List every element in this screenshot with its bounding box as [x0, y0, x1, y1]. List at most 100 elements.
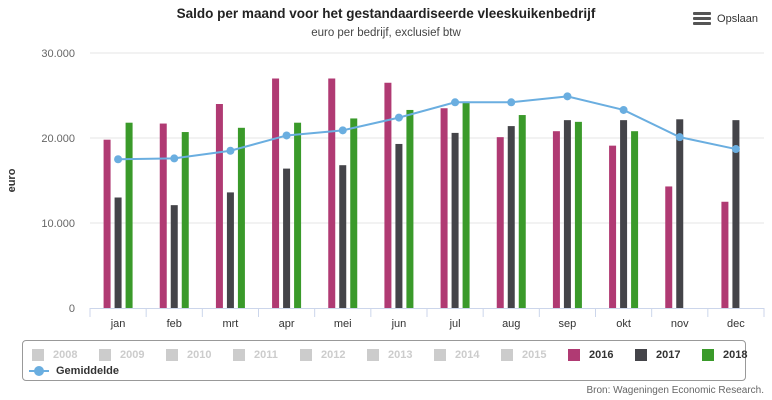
bar-2018-feb: [181, 132, 189, 308]
legend-swatch: [501, 349, 513, 361]
bar-2016-okt: [609, 145, 617, 308]
line-point-mrt: [226, 146, 235, 155]
bar-2017-jan: [114, 197, 122, 308]
line-point-jan: [114, 155, 123, 164]
bar-2016-nov: [665, 186, 673, 308]
bar-2017-mrt: [226, 192, 234, 308]
bar-2016-jun: [384, 82, 392, 308]
legend-item-2009[interactable]: 2009: [99, 349, 144, 361]
legend-item-2014[interactable]: 2014: [434, 349, 479, 361]
bar-2016-apr: [272, 78, 280, 308]
bar-2018-mrt: [237, 127, 245, 308]
bar-2017-apr: [283, 168, 291, 308]
chart-title: Saldo per maand voor het gestandaardisee…: [176, 6, 596, 21]
bar-2016-dec: [721, 201, 729, 308]
legend-label: 2010: [187, 349, 212, 361]
bar-2018-mei: [350, 118, 358, 308]
legend-label: 2009: [120, 349, 145, 361]
bar-2017-dec: [732, 120, 740, 309]
y-axis-title: euro: [6, 168, 18, 192]
export-menu-button[interactable]: Opslaan: [693, 12, 758, 25]
x-tick-label: mrt: [222, 318, 238, 330]
x-tick-label: feb: [167, 318, 182, 330]
bar-2018-aug: [518, 115, 526, 308]
legend-label: 2011: [254, 349, 278, 361]
menu-icon: [693, 12, 712, 25]
x-tick-label: jan: [110, 318, 126, 330]
bar-2016-jul: [440, 108, 448, 308]
legend-item-2011[interactable]: 2011: [233, 349, 278, 361]
bar-2018-jan: [125, 122, 133, 308]
legend-item-2015[interactable]: 2015: [501, 349, 546, 361]
x-tick-label: aug: [502, 318, 520, 330]
legend-swatch: [568, 349, 580, 361]
legend-item-2008[interactable]: 2008: [32, 349, 77, 361]
bar-2016-mrt: [215, 104, 223, 308]
line-point-aug: [507, 98, 516, 107]
bar-2018-sep: [574, 121, 582, 308]
legend-item-2018[interactable]: 2018: [702, 349, 747, 361]
x-tick-label: jul: [449, 318, 461, 330]
bar-2017-jun: [395, 143, 403, 308]
bar-2016-feb: [159, 123, 167, 308]
bar-2016-mei: [328, 78, 336, 308]
legend-label: 2013: [388, 349, 413, 361]
legend-label: 2008: [53, 349, 78, 361]
y-tick-label: 20.000: [41, 133, 75, 145]
bar-2017-jul: [451, 132, 459, 308]
chart-legend: 2008 2009 2010 2011 2012 2013 2014 2015 2016 2017…: [22, 340, 747, 381]
x-tick-label: dec: [727, 318, 745, 330]
series-line-Gemiddelde: [118, 95, 737, 161]
x-tick-label: apr: [279, 318, 295, 330]
legend-item-2010[interactable]: 2010: [166, 349, 211, 361]
bar-2016-jan: [103, 139, 111, 308]
bar-2017-feb: [170, 205, 178, 308]
line-point-nov: [675, 133, 684, 142]
chart-subtitle: euro per bedrijf, exclusief btw: [311, 27, 461, 39]
bar-2018-jun: [406, 109, 414, 308]
bar-2016-aug: [496, 137, 504, 308]
bar-2017-nov: [676, 119, 684, 308]
legend-label: 2018: [723, 349, 748, 361]
legend-swatch: [434, 349, 446, 361]
legend-item-2016[interactable]: 2016: [568, 349, 613, 361]
line-point-feb: [170, 154, 179, 163]
legend-label: 2015: [522, 349, 547, 361]
x-tick-label: mei: [334, 318, 352, 330]
legend-item-gemiddelde[interactable]: Gemiddelde: [29, 365, 119, 377]
legend-swatch: [233, 349, 245, 361]
bar-2017-sep: [563, 120, 571, 309]
x-tick-label: jun: [391, 318, 407, 330]
legend-item-2012[interactable]: 2012: [300, 349, 345, 361]
legend-line-marker: [29, 366, 49, 376]
x-tick-label: okt: [616, 318, 631, 330]
legend-label: Gemiddelde: [56, 365, 119, 377]
legend-item-2017[interactable]: 2017: [635, 349, 680, 361]
bar-2018-apr: [294, 122, 302, 308]
legend-swatch: [702, 349, 714, 361]
line-point-apr: [282, 131, 291, 140]
legend-swatch: [367, 349, 379, 361]
line-point-dec: [731, 145, 740, 154]
line-point-sep: [563, 92, 572, 101]
line-point-mei: [338, 126, 347, 135]
line-point-jun: [394, 113, 403, 122]
source-credit[interactable]: Bron: Wageningen Economic Research.: [586, 385, 765, 396]
bar-2018-okt: [631, 131, 639, 308]
legend-label: 2017: [656, 349, 681, 361]
legend-swatch: [300, 349, 312, 361]
y-tick-label: 0: [69, 303, 75, 315]
bar-2018-jul: [462, 101, 470, 308]
bar-2017-mei: [339, 165, 347, 308]
x-tick-label: nov: [671, 318, 689, 330]
legend-swatch: [32, 349, 44, 361]
legend-swatch: [635, 349, 647, 361]
legend-swatch: [99, 349, 111, 361]
legend-item-2013[interactable]: 2013: [367, 349, 412, 361]
legend-label: 2012: [321, 349, 346, 361]
line-point-jul: [451, 98, 460, 107]
legend-swatch: [166, 349, 178, 361]
y-tick-label: 10.000: [41, 218, 75, 230]
y-tick-label: 30.000: [41, 48, 75, 60]
bar-2016-sep: [552, 131, 560, 308]
